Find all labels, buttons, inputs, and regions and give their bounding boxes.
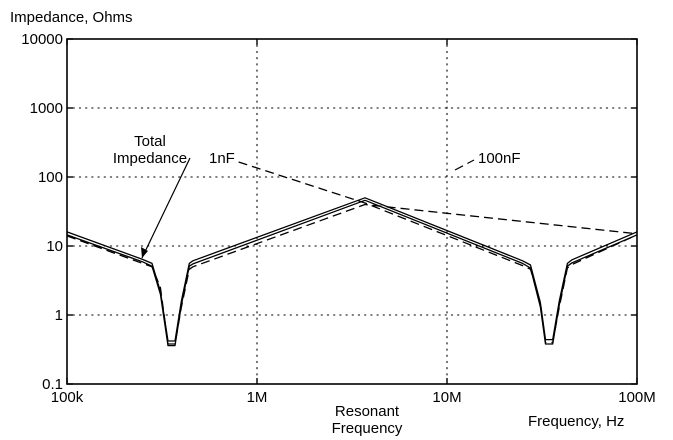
annotation-3: Resonant Frequency	[332, 403, 403, 437]
annotation-line: 1nF	[209, 150, 235, 167]
annotation-line: 100nF	[478, 150, 521, 167]
x-tick-label: 1M	[247, 389, 268, 406]
x-tick-label: 100k	[51, 389, 84, 406]
annotation-1: 1nF	[209, 150, 235, 167]
x-axis-title: Frequency, Hz	[528, 413, 624, 430]
tick-layer	[66, 38, 638, 385]
series-line-dashed-3	[238, 161, 638, 344]
annotation-line: Resonant	[335, 403, 400, 420]
series-layer	[66, 161, 638, 347]
y-tick-label: 10	[46, 238, 63, 255]
total-impedance-leader	[141, 157, 191, 259]
annotation-line: Impedance	[113, 150, 187, 167]
y-tick-label: 100	[38, 169, 63, 186]
y-tick-label: 0.1	[42, 376, 63, 393]
y-tick-label: 10000	[21, 31, 63, 48]
x-tick-label: 10M	[432, 389, 461, 406]
annotation-0: Total Impedance	[113, 133, 187, 167]
label-layer: 100k 1M 10M 100M 0.1 1 10 100 1000 10000 Total Impe…	[21, 31, 655, 437]
leader-layer	[141, 157, 475, 259]
plot-frame	[66, 38, 638, 385]
annotation-line: Frequency	[332, 420, 403, 437]
y-axis-title: Impedance, Ohms	[10, 9, 133, 26]
annotation-2: 100nF	[478, 150, 521, 167]
series-line-dashed-2	[66, 203, 638, 345]
100nf-leader	[454, 159, 475, 171]
y-tick-label: 1000	[30, 100, 63, 117]
grid-layer	[66, 38, 638, 385]
x-tick-label: 100M	[618, 389, 656, 406]
series-line-solid-1	[66, 199, 638, 347]
y-tick-label: 1	[55, 307, 63, 324]
annotation-line: Total	[134, 133, 166, 150]
total-impedance-arrowhead	[141, 247, 148, 258]
